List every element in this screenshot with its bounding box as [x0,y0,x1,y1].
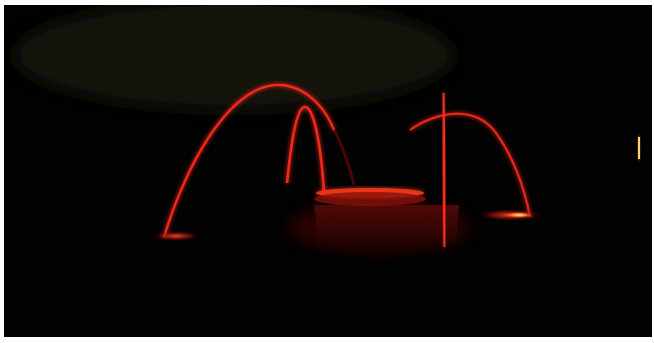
right-arc-jet [409,112,532,218]
fountain-basin [314,205,459,247]
left-pool-light [152,231,200,241]
basin-top-surface [314,192,426,206]
distant-light [638,137,640,159]
background-haze [14,5,454,110]
inner-arc-jet [285,105,326,194]
vertical-jet [441,92,447,248]
photo-frame [4,5,652,337]
left-arc-jet [162,83,336,238]
right-hot-spot [505,212,533,218]
left-arc-jet-tail [332,129,356,186]
fountain-photo [4,5,652,337]
